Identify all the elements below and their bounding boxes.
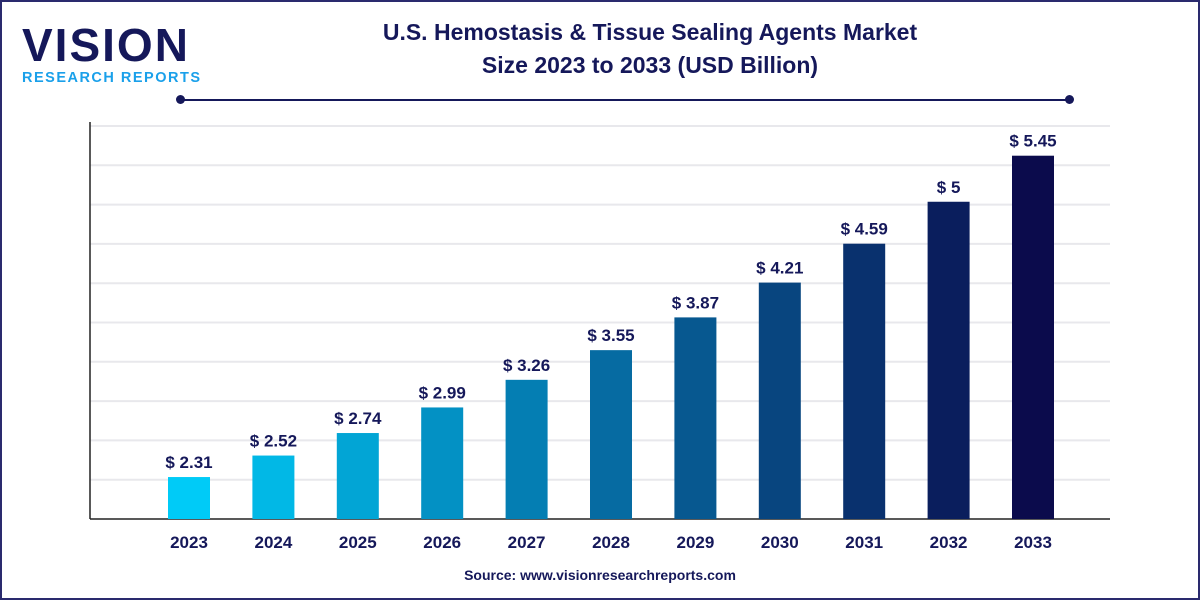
x-tick-label: 2030 bbox=[761, 533, 799, 552]
x-tick-label: 2033 bbox=[1014, 533, 1052, 552]
bar-2032 bbox=[927, 201, 970, 520]
x-tick-label: 2027 bbox=[508, 533, 546, 552]
bar-2031 bbox=[843, 243, 886, 520]
logo-main-text: VISION bbox=[22, 19, 190, 71]
data-label-2023: $ 2.31 bbox=[165, 453, 212, 472]
title-divider bbox=[180, 99, 1070, 101]
data-label-2033: $ 5.45 bbox=[1009, 132, 1056, 151]
x-tick-label: 2023 bbox=[170, 533, 208, 552]
data-label-2030: $ 4.21 bbox=[756, 259, 803, 278]
bar-2023 bbox=[168, 477, 210, 519]
title-line-1: U.S. Hemostasis & Tissue Sealing Agents … bbox=[382, 19, 918, 45]
data-label-2024: $ 2.52 bbox=[250, 432, 297, 451]
data-label-2029: $ 3.87 bbox=[672, 293, 719, 312]
x-tick-label: 2024 bbox=[254, 533, 292, 552]
x-tick-label: 2026 bbox=[423, 533, 461, 552]
bar-2026 bbox=[421, 407, 464, 519]
bar-2027 bbox=[505, 379, 548, 519]
data-label-2028: $ 3.55 bbox=[587, 326, 634, 345]
x-tick-label: 2032 bbox=[930, 533, 968, 552]
logo: VISION RESEARCH REPORTS bbox=[22, 22, 202, 86]
bar-2029 bbox=[674, 317, 717, 519]
divider-dot-right bbox=[1065, 95, 1074, 104]
chart-title: U.S. Hemostasis & Tissue Sealing Agents … bbox=[270, 16, 1030, 82]
source-text: Source: www.visionresearchreports.com bbox=[464, 567, 736, 583]
data-label-2025: $ 2.74 bbox=[334, 409, 382, 428]
bar-2033 bbox=[1012, 155, 1054, 519]
bar-2030 bbox=[758, 282, 801, 519]
data-label-2032: $ 5 bbox=[937, 178, 961, 197]
x-tick-label: 2031 bbox=[845, 533, 883, 552]
logo-sub-text: RESEARCH REPORTS bbox=[22, 70, 202, 86]
data-label-2027: $ 3.26 bbox=[503, 356, 550, 375]
x-tick-label: 2029 bbox=[676, 533, 714, 552]
data-label-2026: $ 2.99 bbox=[419, 383, 466, 402]
title-line-2: Size 2023 to 2033 (USD Billion) bbox=[481, 52, 819, 78]
bar-2024 bbox=[252, 455, 295, 519]
data-label-2031: $ 4.59 bbox=[841, 220, 888, 239]
x-tick-label: 2025 bbox=[339, 533, 377, 552]
x-tick-label: 2028 bbox=[592, 533, 630, 552]
bar-2025 bbox=[336, 433, 379, 519]
divider-dot-left bbox=[176, 95, 185, 104]
bar-2028 bbox=[590, 350, 632, 519]
